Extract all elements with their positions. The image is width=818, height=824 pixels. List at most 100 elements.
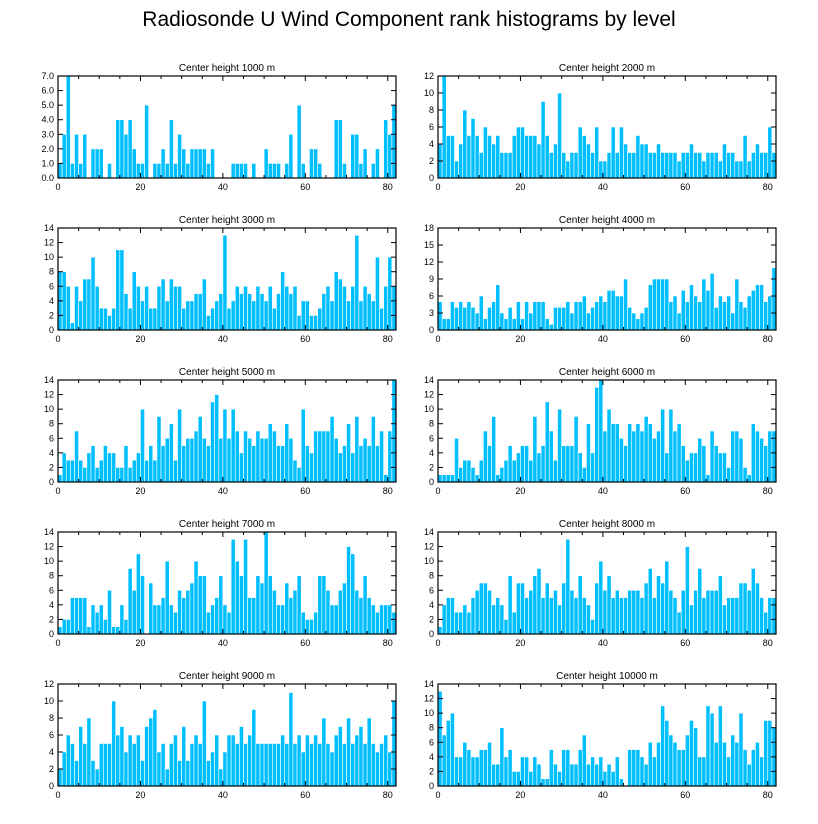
bar: [623, 278, 628, 331]
bar: [680, 152, 686, 179]
bar: [548, 597, 554, 635]
panel-2: Center height 2000 m 0 20 40 60 80 0 2 4 6 8 10 12: [424, 63, 777, 192]
bar: [370, 416, 376, 483]
bar: [557, 604, 562, 635]
y-tick-label: 8: [429, 105, 434, 115]
bar: [82, 467, 88, 483]
bar: [346, 546, 351, 635]
bar: [70, 597, 75, 635]
x-tick-label: 0: [55, 334, 60, 344]
bar: [738, 160, 744, 179]
bar: [218, 437, 224, 483]
y-tick-label: 6: [49, 585, 54, 595]
bar: [90, 445, 96, 483]
bar: [288, 692, 294, 787]
bar: [313, 315, 318, 331]
bar: [713, 152, 719, 179]
bar: [705, 290, 711, 331]
y-tick-label: 0: [49, 781, 54, 791]
bar: [755, 430, 760, 483]
y-tick-label: 2: [49, 462, 54, 472]
bar: [370, 743, 376, 787]
bar: [181, 307, 187, 331]
bar: [722, 143, 727, 179]
bar: [197, 148, 203, 179]
bar: [103, 307, 108, 331]
bar: [65, 285, 71, 331]
bar: [65, 734, 71, 787]
bar: [627, 152, 633, 179]
bar: [185, 300, 191, 331]
bar: [717, 705, 723, 787]
bar: [333, 604, 339, 635]
bar: [325, 285, 331, 331]
bar: [499, 467, 505, 483]
bar: [160, 445, 166, 483]
bar: [483, 126, 488, 179]
bar: [647, 284, 653, 331]
bar: [321, 293, 327, 331]
bar: [499, 727, 505, 787]
bar: [619, 126, 624, 179]
bar: [511, 459, 517, 483]
bar: [300, 163, 306, 179]
bar: [701, 445, 707, 483]
x-tick-label: 80: [763, 638, 773, 648]
bar: [697, 568, 703, 635]
bar: [676, 312, 682, 331]
bar: [763, 445, 769, 483]
bar: [594, 386, 600, 483]
x-tick-label: 0: [55, 638, 60, 648]
bar: [487, 589, 492, 635]
panel-title: Center height 7000 m: [179, 519, 275, 530]
bar: [267, 575, 273, 635]
bar: [82, 278, 88, 331]
bar: [528, 589, 534, 635]
bar: [366, 717, 372, 787]
bar: [164, 300, 170, 331]
plot-frame: [57, 75, 397, 179]
bar: [78, 597, 84, 635]
bar: [214, 394, 220, 483]
y-tick-label: 8: [429, 419, 434, 429]
bar: [391, 285, 397, 331]
bar: [594, 763, 600, 787]
bar: [565, 445, 571, 483]
bar: [668, 408, 674, 483]
bar: [746, 474, 752, 483]
bar: [333, 734, 339, 787]
bar: [536, 763, 542, 787]
bar: [672, 295, 678, 331]
bar: [594, 582, 600, 635]
bar: [586, 312, 591, 331]
bar: [643, 143, 649, 179]
bar: [458, 143, 464, 179]
bar: [239, 575, 244, 635]
bar: [701, 160, 707, 179]
bar: [544, 778, 550, 787]
bar: [164, 437, 170, 483]
y-tick-label: 2: [429, 462, 434, 472]
y-tick-label: 12: [44, 542, 54, 552]
x-tick-label: 40: [218, 334, 228, 344]
bar: [305, 734, 310, 787]
bar: [565, 538, 571, 635]
bar: [610, 423, 616, 483]
bar: [173, 459, 178, 483]
bar: [189, 148, 195, 179]
plot-frame: [437, 531, 777, 635]
bar: [474, 312, 480, 331]
y-tick-label: 4: [49, 747, 54, 757]
bar: [296, 104, 302, 179]
bar: [598, 379, 604, 483]
y-tick-label: 10: [424, 708, 434, 718]
bar: [362, 437, 368, 483]
bar: [713, 741, 719, 787]
bar: [491, 143, 497, 179]
bar: [598, 756, 604, 787]
bar: [218, 293, 224, 331]
bar: [160, 148, 166, 179]
bar: [528, 135, 534, 179]
bar: [342, 285, 347, 331]
bar: [189, 582, 195, 635]
